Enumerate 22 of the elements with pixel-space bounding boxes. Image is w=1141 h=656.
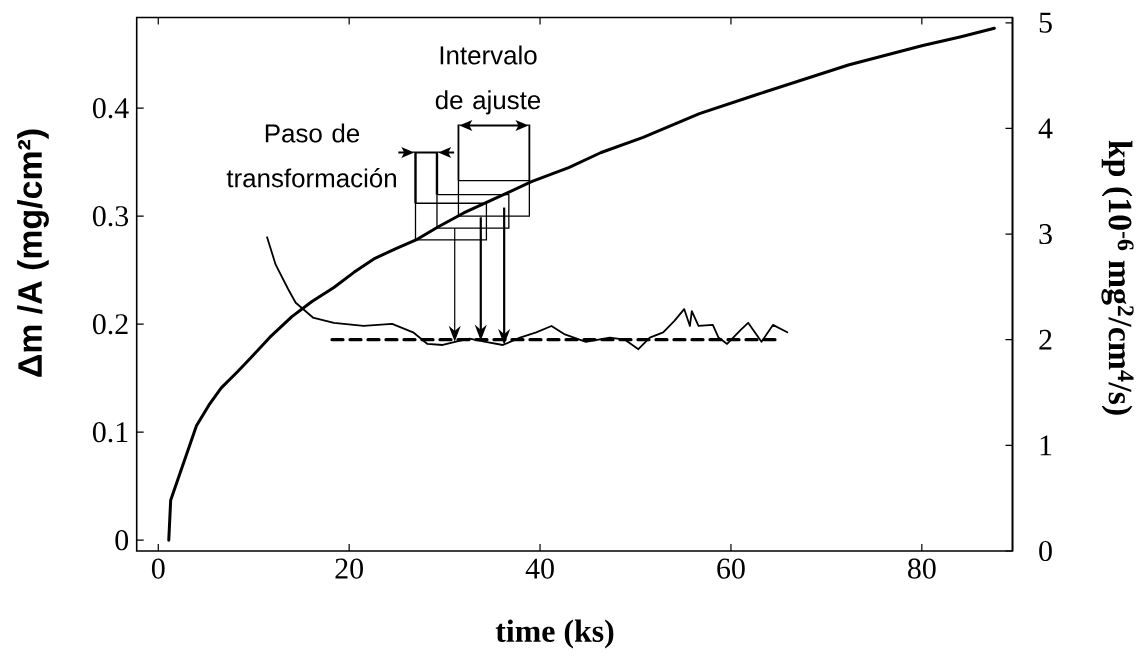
x-axis-title: time (ks)	[495, 619, 614, 649]
x-tick-label: 60	[717, 558, 745, 579]
y-tick-label: 0.3	[92, 206, 129, 227]
y-tick-label: 0.4	[92, 98, 129, 119]
y2-axis-title: kp (10$^{-6}$ mg$^{2}$/cm$^{4}$/s)	[1101, 140, 1134, 415]
x-tick-label: 0	[151, 558, 165, 579]
x-tick-label: 80	[908, 558, 936, 579]
y-tick-label: 0	[115, 530, 129, 551]
line-series	[266, 236, 789, 351]
y-tick-label: 0.2	[92, 314, 128, 335]
y2-tick-label: 2	[1039, 329, 1052, 350]
annotation: Intervalo de ajuste	[435, 45, 541, 115]
y-tick-label: 0.1	[92, 422, 128, 443]
y2-tick-label: 5	[1039, 12, 1052, 33]
x-tick-label: 20	[335, 558, 363, 579]
y2-tick-label: 3	[1039, 224, 1052, 245]
y2-tick-label: 1	[1040, 435, 1052, 456]
y-axis-title: Δm /A (mg/cm²)	[17, 129, 49, 377]
y2-tick-label: 0	[1039, 540, 1052, 562]
y2-tick-label: 4	[1038, 118, 1053, 139]
annotation: Paso de transformación	[226, 123, 396, 188]
x-tick-label: 40	[525, 558, 554, 579]
